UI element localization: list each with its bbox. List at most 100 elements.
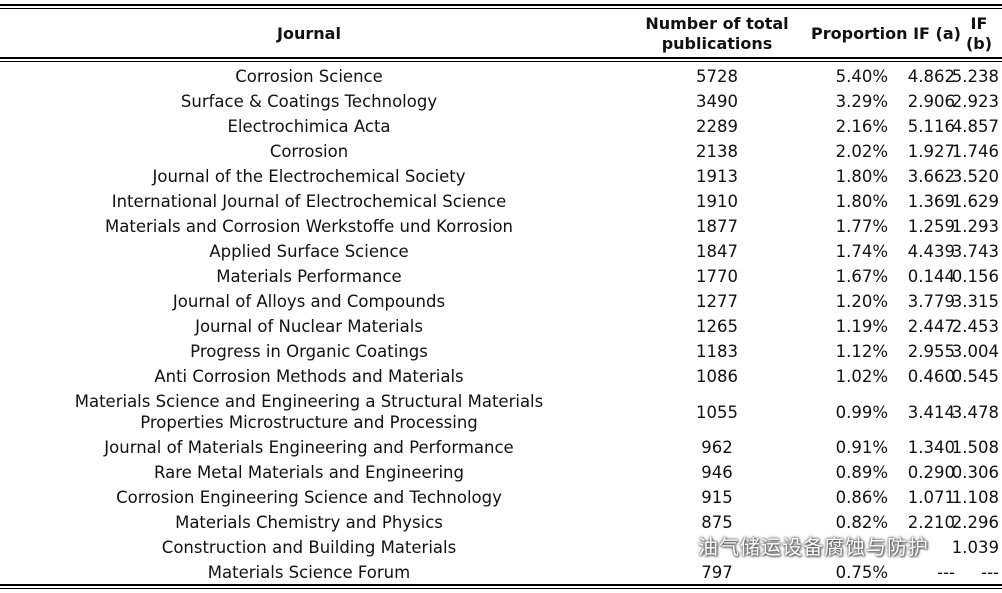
if-a-cell: 3.414 bbox=[907, 402, 955, 422]
publications-cell: 946 bbox=[701, 463, 733, 482]
journal-cell: Journal of Materials Engineering and Per… bbox=[104, 438, 514, 457]
proportion-cell: 2.16% bbox=[835, 117, 888, 136]
journal-cell: Surface & Coatings Technology bbox=[180, 92, 438, 111]
if-b-cell: 3.520 bbox=[951, 167, 999, 186]
if-a-cell: 2.447 bbox=[907, 317, 955, 336]
journal-cell: Journal of Nuclear Materials bbox=[195, 317, 423, 336]
if-b-cell: 1.629 bbox=[951, 192, 999, 211]
table-row: Rare Metal Materials and Engineering 946 0… bbox=[0, 460, 1002, 485]
if-b-cell: 2.296 bbox=[951, 513, 999, 532]
table-row: Progress in Organic Coatings 1183 1.12% 2.9… bbox=[0, 339, 1002, 364]
proportion-cell: 1.80% bbox=[835, 192, 888, 211]
if-b-cell: --- bbox=[981, 563, 999, 582]
watermark: 油气储运设备腐蚀与防护 bbox=[650, 528, 929, 562]
journal-cell: Corrosion bbox=[269, 142, 349, 161]
if-b-cell: 1.293 bbox=[951, 217, 999, 236]
proportion-cell: 1.67% bbox=[835, 267, 888, 286]
publications-cell: 5728 bbox=[696, 67, 738, 86]
table-row: Journal of Materials Engineering and Per… bbox=[0, 435, 1002, 460]
if-a-cell: 2.906 bbox=[907, 92, 955, 111]
proportion-cell: 1.19% bbox=[835, 317, 888, 336]
if-a-cell: 0.290 bbox=[907, 463, 955, 482]
if-a-cell: 2.955 bbox=[907, 342, 955, 361]
proportion-cell: 1.80% bbox=[835, 167, 888, 186]
header-rule-thin bbox=[0, 61, 1002, 62]
journal-cell: Materials Science and Engineering a Stru… bbox=[74, 392, 544, 432]
top-rule bbox=[0, 4, 1002, 6]
publications-cell: 915 bbox=[701, 488, 733, 507]
table-row: Corrosion 2138 2.02% 1.927 1.746 bbox=[0, 139, 1002, 164]
if-a-cell: 1.369 bbox=[907, 192, 955, 211]
table-row: Materials Science and Engineering a Stru… bbox=[0, 389, 1002, 435]
if-b-cell: 2.923 bbox=[951, 92, 999, 111]
if-b-cell: 5.238 bbox=[951, 67, 999, 86]
table-row: Journal of the Electrochemical Society 19… bbox=[0, 164, 1002, 189]
if-b-cell: 1.039 bbox=[951, 538, 999, 557]
table-row: Materials Performance 1770 1.67% 0.144 0.156 bbox=[0, 264, 1002, 289]
publications-cell: 1910 bbox=[696, 192, 738, 211]
if-a-cell: 1.259 bbox=[907, 217, 955, 236]
journal-cell: Progress in Organic Coatings bbox=[190, 342, 428, 361]
table-row: Anti Corrosion Methods and Materials 1086… bbox=[0, 364, 1002, 389]
journal-cell: Materials Chemistry and Physics bbox=[175, 513, 443, 532]
journal-cell: Electrochimica Acta bbox=[227, 117, 391, 136]
journal-cell: Rare Metal Materials and Engineering bbox=[154, 463, 464, 482]
publications-cell: 875 bbox=[701, 513, 733, 532]
table-row: Materials Chemistry and Physics 875 0.82% 2… bbox=[0, 510, 1002, 535]
journal-cell: Journal of Alloys and Compounds bbox=[172, 292, 446, 311]
if-b-cell: 4.857 bbox=[951, 117, 999, 136]
if-a-cell: 1.340 bbox=[907, 438, 955, 457]
table-row: Electrochimica Acta 2289 2.16% 5.116 4.857 bbox=[0, 114, 1002, 139]
publications-cell: 1055 bbox=[696, 402, 738, 422]
if-a-cell: 3.779 bbox=[907, 292, 955, 311]
if-b-cell: 1.108 bbox=[951, 488, 999, 507]
proportion-cell: 0.86% bbox=[835, 488, 888, 507]
if-b-cell: 1.508 bbox=[951, 438, 999, 457]
journal-cell: Materials Performance bbox=[216, 267, 402, 286]
if-a-cell: 0.144 bbox=[907, 267, 955, 286]
journal-cell: Materials Science Forum bbox=[207, 563, 411, 582]
if-b-cell: 1.746 bbox=[951, 142, 999, 161]
if-b-cell: 3.743 bbox=[951, 242, 999, 261]
header-rule bbox=[0, 57, 1002, 59]
proportion-cell: 0.89% bbox=[835, 463, 888, 482]
publications-cell: 2289 bbox=[696, 117, 738, 136]
journal-cell: Anti Corrosion Methods and Materials bbox=[154, 367, 464, 386]
header-number-of-publications: Number of total publications bbox=[645, 13, 789, 53]
publications-cell: 1847 bbox=[696, 242, 738, 261]
watermark-text: 油气储运设备腐蚀与防护 bbox=[698, 534, 929, 559]
if-b-cell: 2.453 bbox=[951, 317, 999, 336]
table-row: Corrosion Engineering Science and Techno… bbox=[0, 485, 1002, 510]
if-a-cell: 1.927 bbox=[907, 142, 955, 161]
journal-cell: Construction and Building Materials bbox=[161, 538, 457, 557]
publications-cell: 1770 bbox=[696, 267, 738, 286]
publications-cell: 1277 bbox=[696, 292, 738, 311]
proportion-cell: 1.74% bbox=[835, 242, 888, 261]
table-row: Corrosion Science 5728 5.40% 4.862 5.238 bbox=[0, 64, 1002, 89]
proportion-cell: 0.99% bbox=[835, 402, 888, 422]
proportion-cell: 0.91% bbox=[835, 438, 888, 457]
if-a-cell: --- bbox=[937, 563, 955, 582]
if-a-cell: 4.862 bbox=[907, 67, 955, 86]
header-if-b: IF (b) bbox=[965, 13, 993, 53]
publications-cell: 1086 bbox=[696, 367, 738, 386]
journal-cell: International Journal of Electrochemical… bbox=[111, 192, 507, 211]
table-row: Materials and Corrosion Werkstoffe und K… bbox=[0, 214, 1002, 239]
proportion-cell: 0.75% bbox=[835, 563, 888, 582]
if-a-cell: 5.116 bbox=[907, 117, 955, 136]
proportion-cell: 3.29% bbox=[835, 92, 888, 111]
table-row: Journal of Nuclear Materials 1265 1.19% 2.4… bbox=[0, 314, 1002, 339]
proportion-cell: 1.02% bbox=[835, 367, 888, 386]
publications-cell: 1913 bbox=[696, 167, 738, 186]
wechat-icon bbox=[650, 528, 690, 562]
journal-cell: Materials and Corrosion Werkstoffe und K… bbox=[105, 217, 513, 236]
publications-cell: 797 bbox=[701, 563, 733, 582]
bottom-rule bbox=[0, 584, 1002, 586]
proportion-cell: 2.02% bbox=[835, 142, 888, 161]
if-b-cell: 3.004 bbox=[951, 342, 999, 361]
publications-cell: 2138 bbox=[696, 142, 738, 161]
bottom-rule-thin bbox=[0, 588, 1002, 589]
if-a-cell: 2.210 bbox=[907, 513, 955, 532]
proportion-cell: 5.40% bbox=[835, 67, 888, 86]
proportion-cell: 1.20% bbox=[835, 292, 888, 311]
